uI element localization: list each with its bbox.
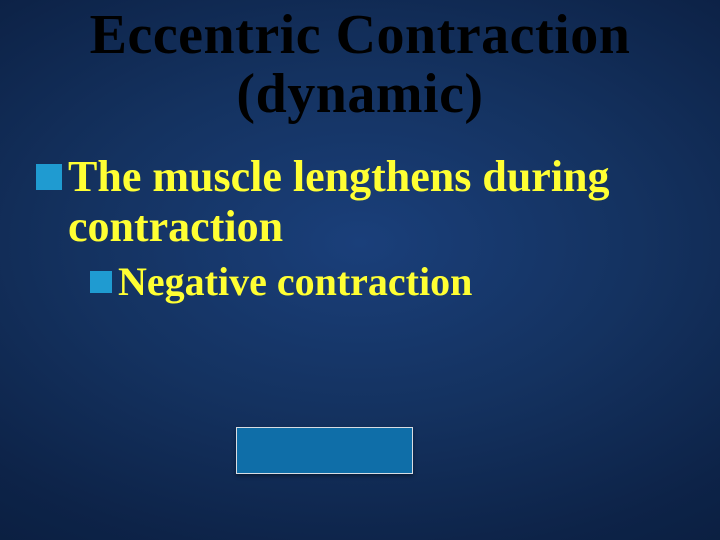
title-line-2: (dynamic) (0, 65, 720, 124)
bullet-level-1: The muscle lengthens during contraction (36, 152, 684, 253)
image-placeholder-box (236, 427, 413, 474)
square-bullet-icon (90, 271, 112, 293)
slide-title: Eccentric Contraction (dynamic) (0, 0, 720, 124)
bullet-level-1-text: The muscle lengthens during contraction (68, 152, 684, 253)
square-bullet-icon (36, 164, 62, 190)
slide: Eccentric Contraction (dynamic) The musc… (0, 0, 720, 540)
title-line-1: Eccentric Contraction (0, 6, 720, 65)
bullet-level-2: Negative contraction (90, 259, 684, 305)
bullet-level-2-text: Negative contraction (118, 259, 472, 305)
slide-body: The muscle lengthens during contraction … (0, 124, 720, 305)
